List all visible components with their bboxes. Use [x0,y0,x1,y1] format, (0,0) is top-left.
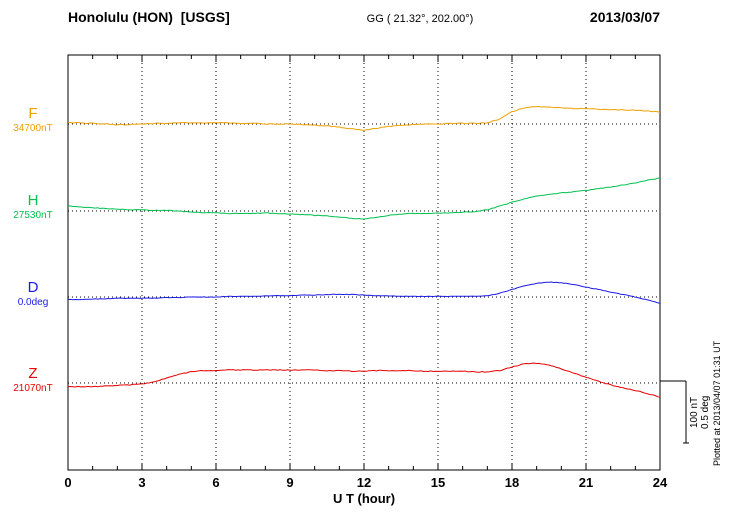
x-tick-label: 0 [64,475,71,490]
x-tick-label: 18 [505,475,519,490]
trace-Z [67,362,661,398]
x-tick-label: 6 [212,475,219,490]
series-label-Z: Z 21070nT [4,366,62,395]
series-letter-H: H [27,192,39,209]
x-tick-label: 15 [431,475,445,490]
series-reference-F: 34700nT [13,123,53,134]
trace-H [67,177,661,220]
series-label-H: H 27530nT [4,193,62,222]
x-tick-label: 24 [653,475,668,490]
plotted-at-note: Plotted at 2013/04/07 01:31 UT [712,333,722,473]
station-title: Honolulu (HON) [USGS] [68,9,230,25]
x-tick-label: 3 [138,475,145,490]
geographic-coords: GG ( 21.32°, 202.00°) [366,13,474,25]
x-tick-label: 21 [579,475,593,490]
trace-F [67,105,661,131]
series-letter-D: D [27,279,39,296]
series-reference-H: 27530nT [13,210,53,221]
scale-nt-label: 100 nT [689,396,700,428]
scale-deg-label: 0.5 deg [700,395,711,429]
series-letter-F: F [28,105,38,122]
series-reference-D: 0.0deg [17,297,49,308]
plotted-at-text: Plotted at 2013/04/07 01:31 UT [712,340,722,466]
x-tick-label: 12 [357,475,371,490]
series-reference-Z: 21070nT [13,383,53,394]
x-axis-title: U T (hour) [332,491,396,506]
series-label-D: D 0.0deg [4,280,62,309]
x-tick-label: 9 [286,475,293,490]
scale-bar-labels: 100 nT 0.5 deg [689,381,711,443]
plot-date: 2013/03/07 [589,9,660,25]
trace-D [67,281,661,304]
series-label-F: F 34700nT [4,106,62,135]
series-letter-Z: Z [28,365,38,382]
